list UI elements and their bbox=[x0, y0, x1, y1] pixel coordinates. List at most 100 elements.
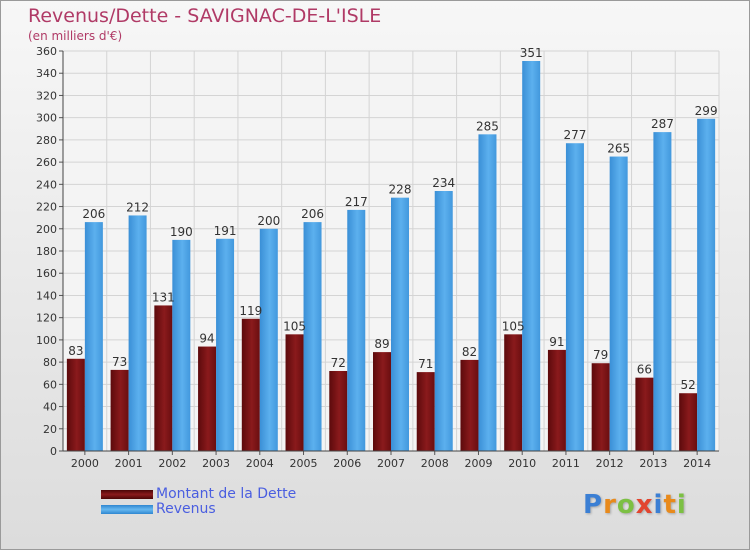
logo-letter: o bbox=[616, 490, 636, 520]
bar-revenus bbox=[216, 238, 235, 451]
y-tick-label: 360 bbox=[36, 45, 57, 58]
data-label: 105 bbox=[283, 319, 306, 333]
data-label: 206 bbox=[301, 207, 324, 221]
y-tick-label: 40 bbox=[43, 401, 57, 414]
data-label: 200 bbox=[257, 214, 280, 228]
x-tick-label: 2011 bbox=[552, 457, 580, 470]
data-label: 79 bbox=[593, 348, 608, 362]
data-label: 228 bbox=[389, 183, 412, 197]
data-label: 66 bbox=[637, 363, 652, 377]
data-label: 206 bbox=[82, 207, 105, 221]
bar-dette bbox=[285, 334, 304, 451]
x-tick-label: 2000 bbox=[71, 457, 99, 470]
bar-revenus bbox=[478, 134, 497, 452]
data-label: 105 bbox=[502, 319, 525, 333]
bar-revenus bbox=[391, 197, 409, 451]
x-tick-label: 2010 bbox=[508, 457, 536, 470]
data-label: 94 bbox=[199, 332, 214, 346]
bar-revenus bbox=[84, 222, 103, 451]
chart-title: Revenus/Dette - SAVIGNAC-DE-L'ISLE bbox=[28, 5, 382, 27]
x-tick-label: 2014 bbox=[683, 457, 711, 470]
y-tick-label: 320 bbox=[36, 89, 57, 102]
data-label: 82 bbox=[462, 345, 477, 359]
logo-letter: i bbox=[653, 490, 664, 520]
data-label: 190 bbox=[170, 225, 193, 239]
y-tick-label: 340 bbox=[36, 67, 57, 80]
bar-dette bbox=[591, 363, 610, 451]
data-label: 234 bbox=[432, 176, 455, 190]
x-tick-label: 2003 bbox=[202, 457, 230, 470]
y-tick-label: 200 bbox=[36, 223, 57, 236]
bar-dette bbox=[373, 352, 391, 451]
bar-dette bbox=[198, 346, 217, 451]
y-tick-label: 80 bbox=[43, 356, 57, 369]
x-tick-label: 2012 bbox=[596, 457, 624, 470]
bar-dette bbox=[635, 377, 654, 451]
bar-dette bbox=[154, 305, 173, 451]
data-label: 83 bbox=[68, 344, 83, 358]
y-tick-label: 220 bbox=[36, 201, 57, 214]
y-tick-label: 240 bbox=[36, 178, 57, 191]
logo-letter: t bbox=[663, 490, 677, 520]
y-tick-label: 120 bbox=[36, 312, 57, 325]
data-label: 73 bbox=[112, 355, 127, 369]
bar-revenus bbox=[347, 209, 366, 451]
bar-dette bbox=[679, 393, 698, 451]
bar-revenus bbox=[303, 222, 322, 451]
proxiti-logo: Proxiti bbox=[583, 490, 687, 520]
x-tick-label: 2009 bbox=[464, 457, 492, 470]
y-tick-label: 300 bbox=[36, 112, 57, 125]
y-tick-label: 60 bbox=[43, 378, 57, 391]
bar-revenus bbox=[434, 191, 453, 451]
data-label: 72 bbox=[331, 356, 346, 370]
bar-dette bbox=[416, 372, 435, 451]
x-tick-label: 2007 bbox=[377, 457, 405, 470]
logo-letter: r bbox=[603, 490, 617, 520]
y-tick-label: 260 bbox=[36, 156, 57, 169]
data-label: 131 bbox=[152, 290, 175, 304]
logo-letter: P bbox=[583, 490, 604, 520]
legend-label-debt: Montant de la Dette bbox=[156, 486, 297, 502]
logo-letter: i bbox=[676, 490, 687, 520]
y-tick-label: 280 bbox=[36, 134, 57, 147]
data-label: 212 bbox=[126, 200, 149, 214]
data-label: 299 bbox=[695, 104, 718, 118]
bar-dette bbox=[460, 359, 479, 451]
chart-subtitle: (en milliers d'€) bbox=[28, 29, 123, 43]
y-tick-label: 100 bbox=[36, 334, 57, 347]
legend-swatch-debt bbox=[101, 490, 153, 499]
bar-revenus bbox=[128, 215, 147, 451]
x-tick-label: 2008 bbox=[421, 457, 449, 470]
legend-swatch-revenus bbox=[101, 505, 153, 514]
data-label: 71 bbox=[418, 357, 433, 371]
bar-dette bbox=[241, 318, 260, 451]
x-tick-label: 2002 bbox=[158, 457, 186, 470]
bar-dette bbox=[329, 371, 348, 451]
bar-revenus bbox=[653, 132, 672, 451]
data-label: 119 bbox=[239, 304, 262, 318]
bar-revenus bbox=[172, 239, 191, 451]
x-tick-label: 2006 bbox=[333, 457, 361, 470]
y-tick-label: 180 bbox=[36, 245, 57, 258]
data-label: 91 bbox=[549, 335, 564, 349]
legend-label-revenus: Revenus bbox=[156, 501, 216, 517]
bar-revenus bbox=[609, 156, 628, 452]
y-tick-label: 0 bbox=[50, 445, 57, 458]
bar-revenus bbox=[522, 61, 541, 451]
bar-revenus bbox=[697, 118, 716, 452]
data-label: 265 bbox=[607, 142, 630, 156]
data-label: 89 bbox=[374, 337, 389, 351]
data-label: 277 bbox=[563, 128, 586, 142]
data-label: 351 bbox=[520, 46, 543, 60]
data-label: 191 bbox=[214, 224, 237, 238]
y-tick-label: 160 bbox=[36, 267, 57, 280]
data-label: 217 bbox=[345, 195, 368, 209]
data-label: 287 bbox=[651, 117, 674, 131]
x-tick-label: 2001 bbox=[115, 457, 143, 470]
bar-dette bbox=[110, 369, 129, 451]
x-tick-label: 2004 bbox=[246, 457, 274, 470]
bar-dette bbox=[66, 358, 85, 451]
bar-dette bbox=[504, 334, 523, 451]
y-tick-label: 140 bbox=[36, 289, 57, 302]
